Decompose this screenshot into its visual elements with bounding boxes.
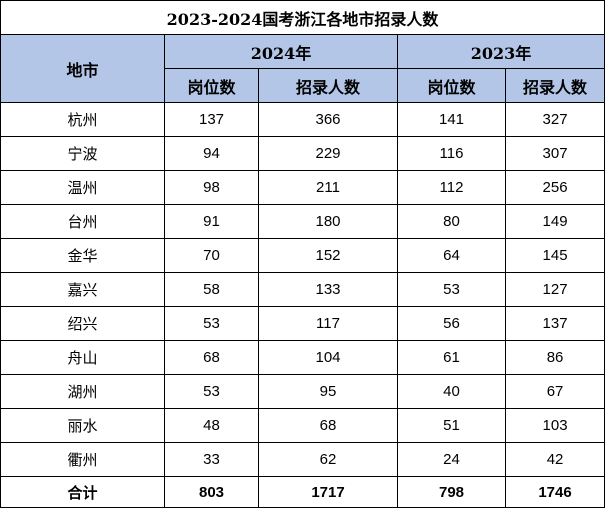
city-cell: 衢州 bbox=[0, 442, 165, 477]
recruits-2024-cell: 62 bbox=[258, 442, 398, 477]
total-label: 合计 bbox=[0, 476, 165, 508]
table-row: 绍兴 53 117 56 137 bbox=[0, 306, 606, 341]
city-cell: 湖州 bbox=[0, 374, 165, 409]
positions-2023-cell: 116 bbox=[397, 136, 506, 171]
recruits-2024-cell: 229 bbox=[258, 136, 398, 171]
city-cell: 台州 bbox=[0, 204, 165, 239]
city-cell: 杭州 bbox=[0, 102, 165, 137]
table-row: 舟山 68 104 61 86 bbox=[0, 340, 606, 375]
recruits-2024-cell: 133 bbox=[258, 272, 398, 307]
header-row-metrics: 岗位数 招录人数 岗位数 招录人数 bbox=[1, 68, 606, 103]
city-cell: 宁波 bbox=[0, 136, 165, 171]
positions-2024-cell: 98 bbox=[164, 170, 259, 205]
positions-2024-cell: 70 bbox=[164, 238, 259, 273]
recruits-2024-cell: 104 bbox=[258, 340, 398, 375]
positions-2024-cell: 53 bbox=[164, 306, 259, 341]
positions-2024-cell: 94 bbox=[164, 136, 259, 171]
table-row: 湖州 53 95 40 67 bbox=[0, 374, 606, 409]
year-2024-header: 2024年 bbox=[164, 34, 398, 69]
total-recruits-2024: 1717 bbox=[258, 476, 398, 508]
recruits-2024-cell: 152 bbox=[258, 238, 398, 273]
city-cell: 丽水 bbox=[0, 408, 165, 443]
table-row: 丽水 48 68 51 103 bbox=[0, 408, 606, 443]
table-row: 台州 91 180 80 149 bbox=[0, 204, 606, 239]
positions-2023-cell: 141 bbox=[397, 102, 506, 137]
city-cell: 温州 bbox=[0, 170, 165, 205]
positions-2024-cell: 33 bbox=[164, 442, 259, 477]
title-row: 2023-2024国考浙江各地市招录人数 bbox=[0, 0, 606, 35]
table-body: 杭州 137 366 141 327 宁波 94 229 116 307 温州 98 211 112 256… bbox=[0, 102, 606, 477]
recruits-2023-cell: 307 bbox=[504, 136, 606, 171]
recruits-2024-cell: 211 bbox=[258, 170, 398, 205]
positions-2024-header: 岗位数 bbox=[164, 68, 259, 103]
city-cell: 嘉兴 bbox=[0, 272, 165, 307]
recruits-2023-cell: 137 bbox=[504, 306, 606, 341]
positions-2023-header: 岗位数 bbox=[397, 68, 506, 103]
positions-2023-cell: 51 bbox=[397, 408, 506, 443]
table-row: 嘉兴 58 133 53 127 bbox=[0, 272, 606, 307]
table-row: 金华 70 152 64 145 bbox=[0, 238, 606, 273]
positions-2024-cell: 91 bbox=[164, 204, 259, 239]
positions-2023-cell: 64 bbox=[397, 238, 506, 273]
city-cell: 舟山 bbox=[0, 340, 165, 375]
positions-2024-cell: 53 bbox=[164, 374, 259, 409]
year-2023-header: 2023年 bbox=[396, 34, 606, 69]
recruits-2023-cell: 67 bbox=[504, 374, 606, 409]
positions-2023-cell: 112 bbox=[397, 170, 506, 205]
table-row: 衢州 33 62 24 42 bbox=[0, 442, 606, 477]
recruits-2024-cell: 117 bbox=[258, 306, 398, 341]
positions-2023-cell: 56 bbox=[397, 306, 506, 341]
positions-2023-cell: 24 bbox=[397, 442, 506, 477]
recruits-2024-cell: 366 bbox=[258, 102, 398, 137]
recruits-2023-cell: 327 bbox=[504, 102, 606, 137]
total-recruits-2023: 1746 bbox=[504, 476, 606, 508]
total-positions-2024: 803 bbox=[164, 476, 259, 508]
recruits-2023-cell: 149 bbox=[504, 204, 606, 239]
recruits-2024-cell: 95 bbox=[258, 374, 398, 409]
city-cell: 金华 bbox=[0, 238, 165, 273]
recruits-2023-cell: 103 bbox=[504, 408, 606, 443]
positions-2024-cell: 58 bbox=[164, 272, 259, 307]
recruits-2024-header: 招录人数 bbox=[258, 68, 398, 103]
positions-2023-cell: 80 bbox=[397, 204, 506, 239]
header-row-years: 地市 2024年 2023年 bbox=[0, 34, 606, 103]
recruits-2024-cell: 68 bbox=[258, 408, 398, 443]
recruits-2023-cell: 127 bbox=[504, 272, 606, 307]
positions-2023-cell: 61 bbox=[397, 340, 506, 375]
recruits-2023-cell: 42 bbox=[504, 442, 606, 477]
recruits-2023-cell: 256 bbox=[504, 170, 606, 205]
table-row: 杭州 137 366 141 327 bbox=[0, 102, 606, 137]
recruits-2023-cell: 145 bbox=[504, 238, 606, 273]
positions-2023-cell: 40 bbox=[397, 374, 506, 409]
positions-2024-cell: 137 bbox=[164, 102, 259, 137]
region-header: 地市 bbox=[0, 34, 165, 103]
positions-2024-cell: 68 bbox=[164, 340, 259, 375]
table-title: 2023-2024国考浙江各地市招录人数 bbox=[0, 0, 606, 35]
total-row: 合计 803 1717 798 1746 bbox=[0, 476, 606, 508]
recruits-2024-cell: 180 bbox=[258, 204, 398, 239]
city-cell: 绍兴 bbox=[0, 306, 165, 341]
positions-2023-cell: 53 bbox=[397, 272, 506, 307]
recruits-2023-cell: 86 bbox=[504, 340, 606, 375]
table-row: 宁波 94 229 116 307 bbox=[0, 136, 606, 171]
positions-2024-cell: 48 bbox=[164, 408, 259, 443]
recruits-2023-header: 招录人数 bbox=[504, 68, 606, 103]
table-row: 温州 98 211 112 256 bbox=[0, 170, 606, 205]
total-positions-2023: 798 bbox=[397, 476, 506, 508]
